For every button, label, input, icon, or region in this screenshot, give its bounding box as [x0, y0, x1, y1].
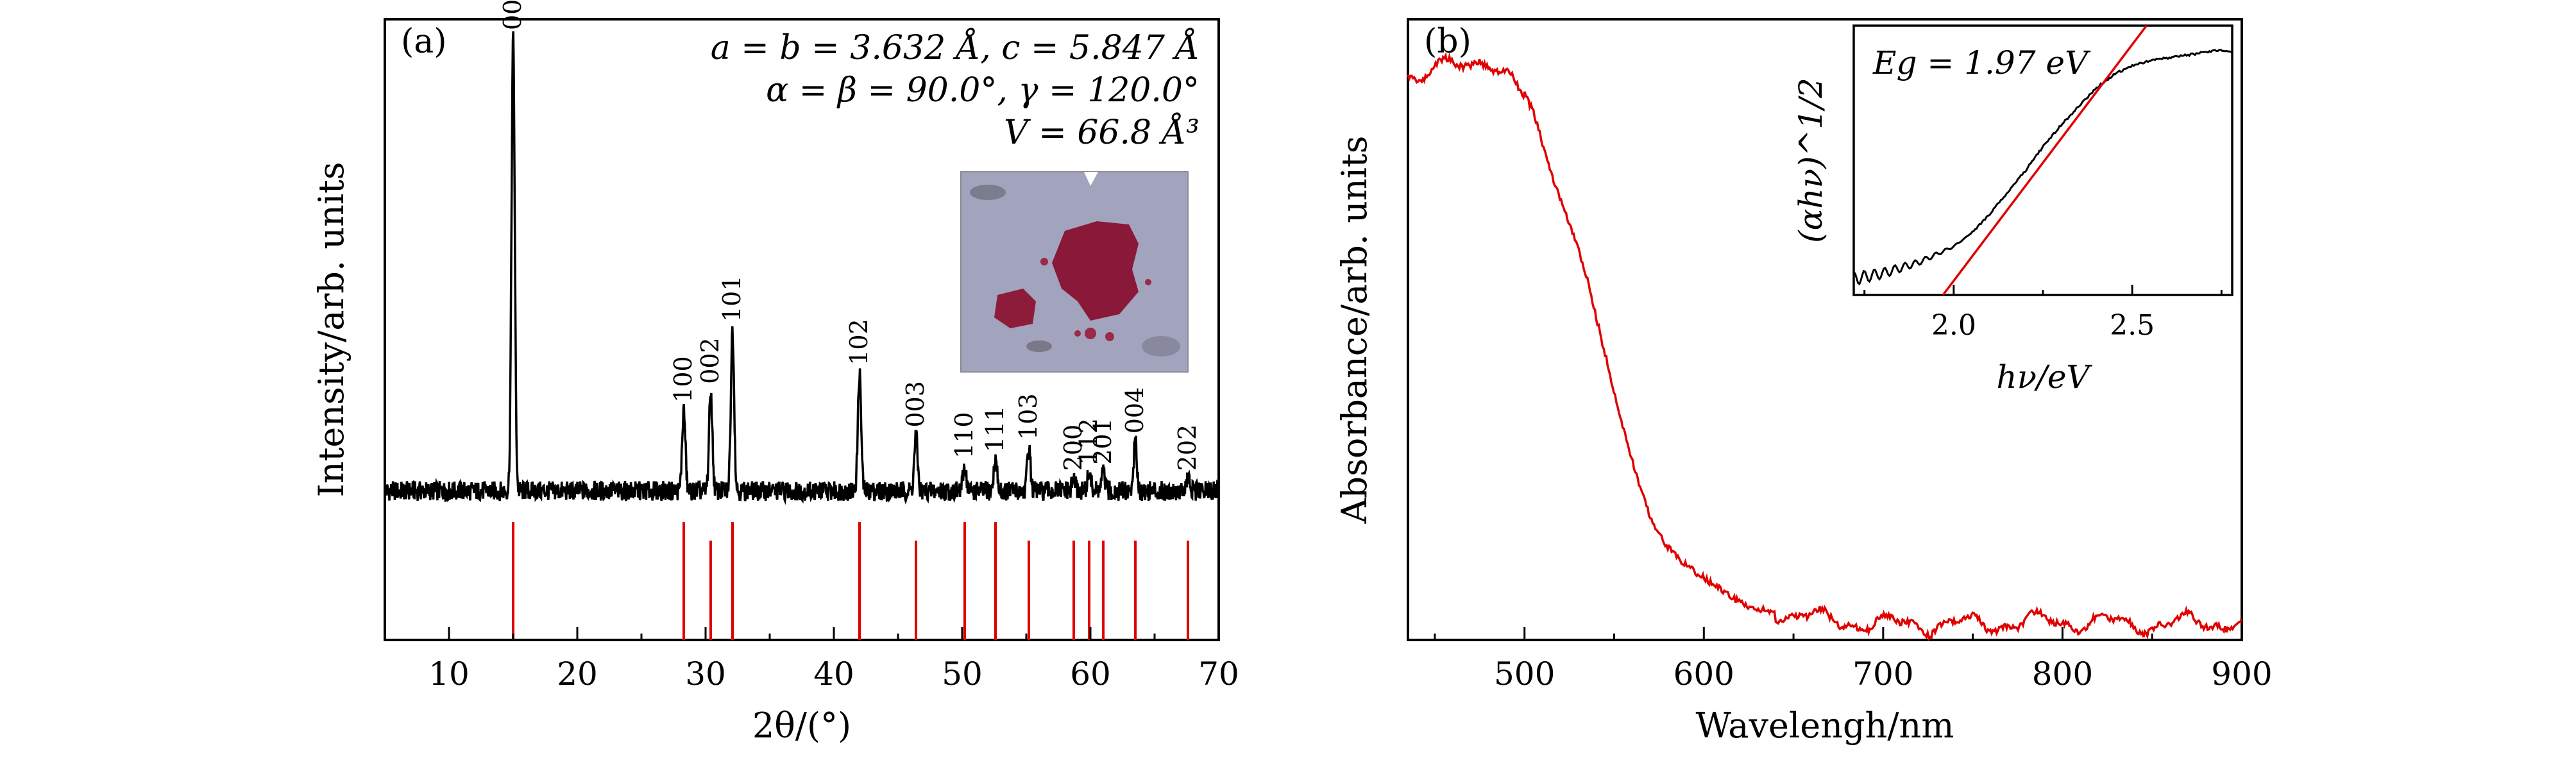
- x-tick-label: 500: [1494, 655, 1555, 693]
- peak-label-110: 110: [950, 412, 978, 458]
- tauc-inset: 2.0 2.5 Eg = 1.97 eV hν/eV (αhν)^1/2: [1792, 24, 2233, 396]
- x-tick-label: 50: [942, 655, 983, 693]
- peak-label-202: 202: [1173, 425, 1201, 471]
- peak-label-112: 112: [1074, 418, 1103, 465]
- peak-label-102: 102: [845, 319, 873, 366]
- xrd-curve: [384, 31, 1220, 505]
- inset-x-tick-label: 2.5: [2110, 309, 2155, 342]
- linear-fit-line: [1942, 24, 2148, 296]
- plot-frame-b: [1407, 18, 2243, 641]
- peak-label-101: 101: [718, 275, 746, 322]
- x-tick-label: 70: [1198, 655, 1239, 693]
- x-tick-label: 40: [813, 655, 854, 693]
- y-axis-title-b: Absorbance/arb. units: [1334, 136, 1375, 525]
- peak-label-001: 001: [498, 0, 527, 30]
- peak-label-003: 003: [901, 381, 929, 428]
- tauc-curve: [1852, 48, 2233, 286]
- lattice-param-angles: α = β = 90.0°, γ = 120.0°: [766, 71, 1199, 110]
- x-tick-label: 700: [1852, 655, 1913, 693]
- x-tick-label: 20: [557, 655, 598, 693]
- inset-x-ticks: 2.0 2.5: [1863, 285, 2223, 342]
- panel-b: (b) 500 600 700 800 900 Wavelengh/nm Absorba…: [1334, 18, 2273, 746]
- peak-label-111: 111: [981, 406, 1009, 453]
- x-axis-ticks-a: 10 20 30 40 50 60 70: [384, 627, 1239, 693]
- absorbance-curve: [1407, 52, 2243, 641]
- peak-label-200: 200: [1059, 425, 1087, 471]
- x-axis-title-b: Wavelengh/nm: [1696, 705, 1954, 746]
- inset-x-tick-label: 2.0: [1931, 309, 1976, 342]
- panel-label-a: (a): [401, 22, 447, 61]
- x-tick-label: 600: [1674, 655, 1734, 693]
- x-tick-label: 800: [2032, 655, 2093, 693]
- x-tick-label: 900: [2211, 655, 2272, 693]
- x-tick-label: 10: [428, 655, 470, 693]
- inset-y-axis-title: (αhν)^1/2: [1792, 78, 1829, 243]
- x-tick-label: 30: [685, 655, 726, 693]
- y-axis-title-a: Intensity/arb. units: [311, 162, 352, 497]
- plot-frame-a: [384, 18, 1220, 641]
- inset-frame: [1852, 24, 2233, 296]
- x-axis-title-a: 2θ/(°): [752, 705, 851, 746]
- reference-lines-a: [512, 522, 1189, 640]
- lattice-param-ab-c: a = b = 3.632 Å, c = 5.847 Å: [711, 28, 1199, 67]
- peak-label-100: 100: [669, 356, 697, 403]
- peak-label-002: 002: [696, 337, 724, 384]
- bandgap-annotation: Eg = 1.97 eV: [1872, 44, 2091, 81]
- panel-label-b: (b): [1424, 22, 1471, 61]
- panel-a: (a) a = b = 3.632 Å, c = 5.847 Å α = β =…: [311, 0, 1239, 746]
- crystal-photo-inset: [960, 171, 1189, 373]
- lattice-param-volume: V = 66.8 Å³: [1004, 112, 1199, 152]
- inset-x-axis-title: hν/eV: [1996, 358, 2092, 396]
- x-tick-label: 60: [1070, 655, 1111, 693]
- x-axis-ticks-b: 500 600 700 800 900: [1434, 627, 2273, 693]
- peak-label-201: 201: [1089, 418, 1117, 465]
- peak-label-004: 004: [1121, 387, 1149, 434]
- peak-label-103: 103: [1014, 393, 1042, 440]
